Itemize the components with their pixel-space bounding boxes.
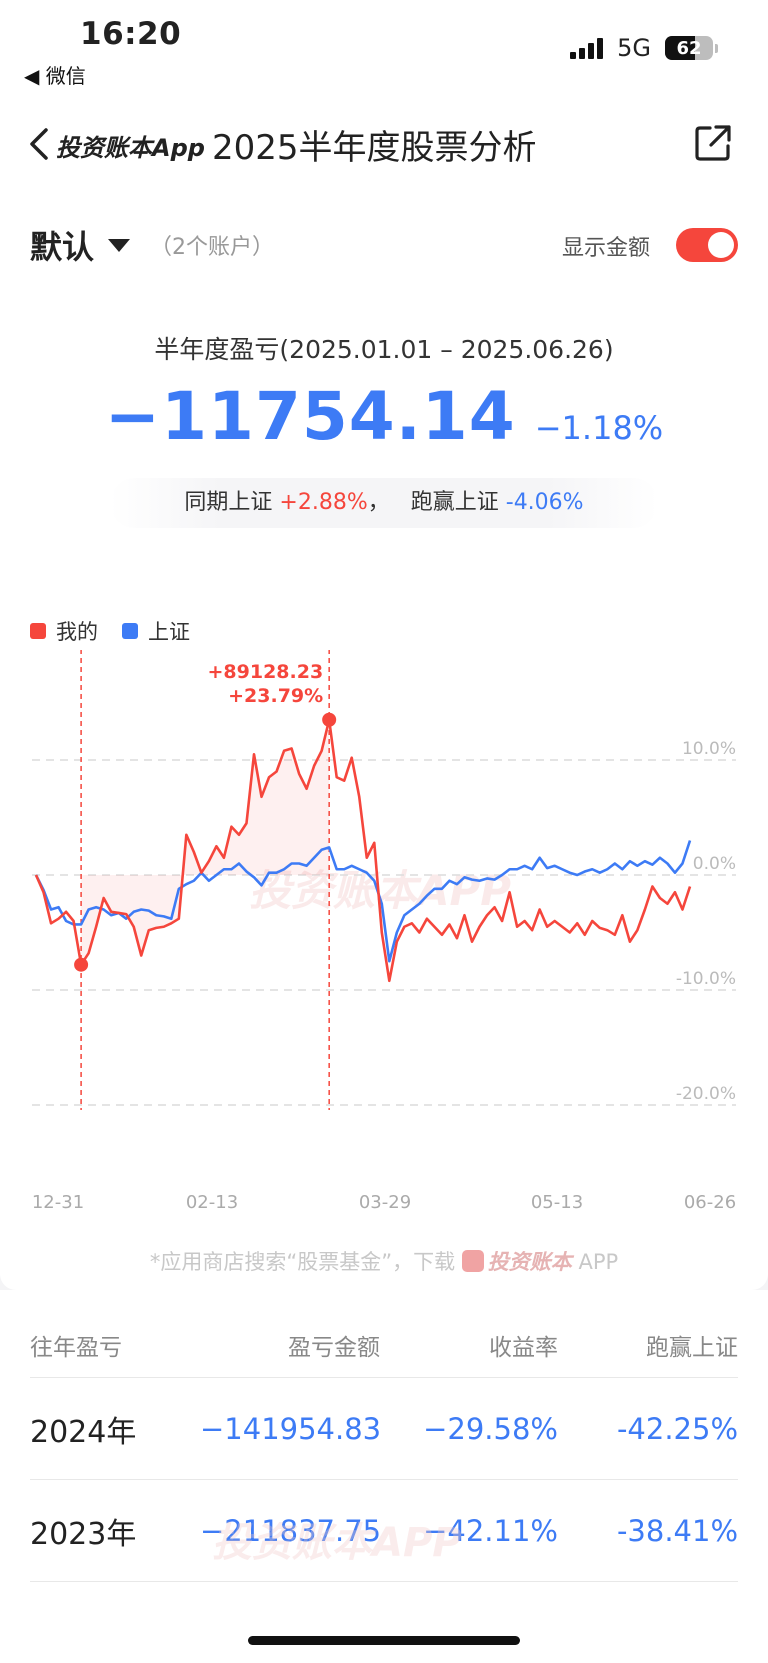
highlight-area xyxy=(81,719,330,965)
caret-down-icon[interactable] xyxy=(108,238,131,252)
row-beat: -38.41% xyxy=(616,1513,738,1548)
row-year: 2024年 xyxy=(30,1414,137,1450)
tip-prefix: *应用商店搜索“股票基金”，下载 xyxy=(149,1250,456,1274)
table-row[interactable]: 2024年 −141954.83 −29.58% -42.25% xyxy=(30,1378,738,1480)
back-chevron-icon[interactable] xyxy=(26,122,56,166)
y-tick-label: -10.0% xyxy=(676,969,736,989)
account-count: （2个账户） xyxy=(150,235,275,260)
account-group-name[interactable]: 默认 xyxy=(30,228,95,266)
show-amount-label: 显示金额 xyxy=(562,236,651,261)
max-point xyxy=(322,712,337,727)
app-logo-icon xyxy=(461,1250,484,1272)
table-header: 往年盈亏 盈亏金额 收益率 跑赢上证 xyxy=(30,1312,738,1378)
header-amount: 盈亏金额 xyxy=(288,1334,380,1361)
battery-level: 62 xyxy=(676,37,702,59)
row-amount: −211837.75 xyxy=(200,1513,382,1548)
x-tick-label: 06-26 xyxy=(684,1192,736,1213)
table-row[interactable]: 2023年 −211837.75 −42.11% -38.41% xyxy=(30,1480,738,1582)
x-tick-label: 02-13 xyxy=(186,1192,238,1213)
series-line xyxy=(34,840,692,963)
y-tick-label: 0.0% xyxy=(693,854,736,874)
tip-brand: 投资账本 xyxy=(487,1250,572,1274)
row-amount: −141954.83 xyxy=(200,1411,382,1446)
brand-logo-text: 投资账本App xyxy=(56,134,205,162)
legend-index-label: 上证 xyxy=(148,620,190,644)
compare-label: 同期上证 xyxy=(184,490,273,515)
x-tick-label: 05-13 xyxy=(531,1192,583,1213)
toggle-knob xyxy=(708,232,734,258)
share-icon[interactable] xyxy=(694,124,732,162)
row-rate: −29.58% xyxy=(423,1411,558,1446)
chart-legend: 我的 上证 xyxy=(30,616,190,646)
y-tick-label: -20.0% xyxy=(676,1084,736,1104)
table-watermark: 投资账本APP xyxy=(212,1520,462,1566)
pnl-amount: −11754.14 xyxy=(104,378,516,455)
network-type: 5G xyxy=(617,34,651,62)
legend-mine-swatch xyxy=(30,623,46,639)
page-title: 2025半年度股票分析 xyxy=(212,128,537,168)
header-year: 往年盈亏 xyxy=(30,1334,122,1361)
legend-mine-label: 我的 xyxy=(56,620,98,644)
status-time: 16:20 xyxy=(80,16,182,52)
compare-value: +2.88% xyxy=(279,490,368,515)
battery-icon: 62 xyxy=(665,36,718,60)
legend-index-swatch xyxy=(122,623,138,639)
series-line xyxy=(34,718,692,983)
history-table: 往年盈亏 盈亏金额 收益率 跑赢上证 2024年 −141954.83 −29.… xyxy=(30,1312,738,1582)
row-rate: −42.11% xyxy=(423,1513,558,1548)
analysis-card: 16:20 ◀ 微信 5G 62 投资账本App 2025半年度股票分析 xyxy=(0,0,768,1290)
performance-chart[interactable]: 投资账本APP20.0%10.0%0.0%-10.0%-20.0%12-3102… xyxy=(0,650,768,1230)
annotation-percent: +23.79% xyxy=(228,685,323,707)
pnl-percent: −1.18% xyxy=(534,409,664,447)
index-compare: 同期上证 +2.88%， 跑赢上证 -4.06% xyxy=(110,478,658,528)
signal-icon xyxy=(570,37,604,59)
tip-suffix: APP xyxy=(571,1250,619,1274)
period-label: 半年度盈亏(2025.01.01 – 2025.06.26) xyxy=(154,335,614,364)
back-to-wechat[interactable]: ◀ 微信 xyxy=(24,64,86,88)
download-tip: *应用商店搜索“股票基金”，下载 投资账本 APP xyxy=(0,1246,768,1276)
nav-bar: 投资账本App 2025半年度股票分析 xyxy=(0,114,768,176)
y-tick-label: 10.0% xyxy=(682,739,736,759)
x-tick-label: 03-29 xyxy=(359,1192,411,1213)
pnl-summary: −11754.14 −1.18% xyxy=(0,378,768,455)
beat-label: 跑赢上证 xyxy=(410,490,499,515)
history-panel xyxy=(0,1290,768,1663)
header-beat: 跑赢上证 xyxy=(646,1334,738,1361)
row-beat: -42.25% xyxy=(616,1411,738,1446)
status-indicators: 5G 62 xyxy=(570,34,718,62)
account-filter[interactable]: 默认 （2个账户） xyxy=(30,222,274,268)
min-point xyxy=(74,957,89,972)
annotation-amount: +89128.23 xyxy=(207,661,323,683)
home-indicator[interactable] xyxy=(248,1636,520,1645)
show-amount-toggle[interactable] xyxy=(676,228,738,262)
x-tick-label: 12-31 xyxy=(32,1192,84,1213)
header-rate: 收益率 xyxy=(489,1334,558,1361)
beat-value: -4.06% xyxy=(505,490,584,515)
row-year: 2023年 xyxy=(30,1516,137,1552)
